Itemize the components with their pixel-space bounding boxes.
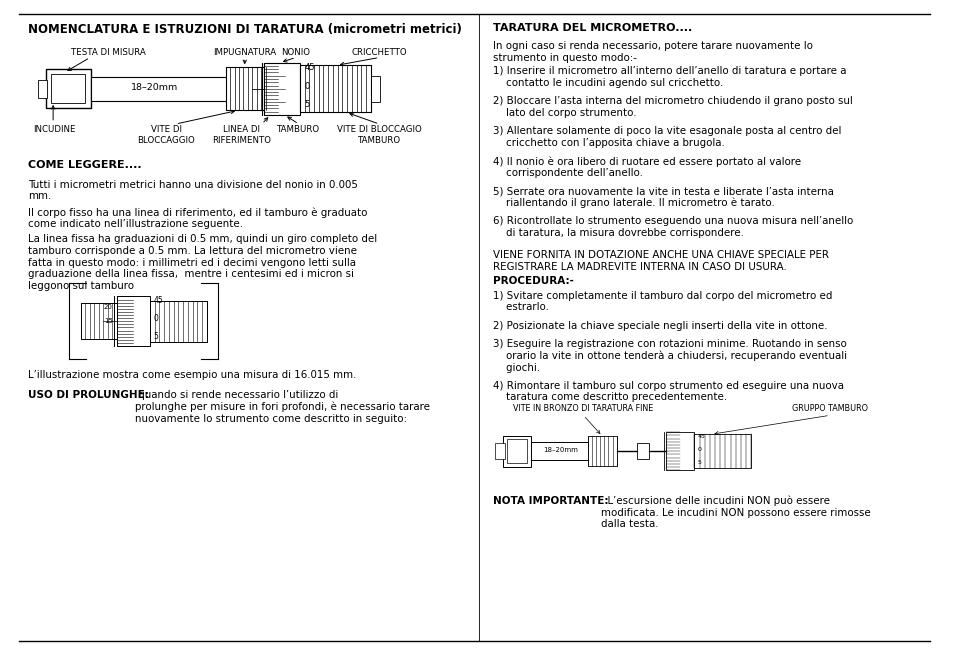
Text: TARATURA DEL MICROMETRO....: TARATURA DEL MICROMETRO.... xyxy=(493,23,692,33)
Bar xyxy=(665,432,694,470)
Text: 0: 0 xyxy=(153,314,158,323)
Bar xyxy=(46,69,91,108)
Text: 15: 15 xyxy=(104,318,112,325)
Text: TAMBURO: TAMBURO xyxy=(277,125,320,135)
Text: quando si rende necessario l’utilizzo di
prolunghe per misure in fori profondi, : quando si rende necessario l’utilizzo di… xyxy=(134,390,429,424)
Text: 5) Serrate ora nuovamente la vite in testa e liberate l’asta interna
    riallen: 5) Serrate ora nuovamente la vite in tes… xyxy=(493,186,833,208)
Bar xyxy=(495,443,504,459)
Text: NOMENCLATURA E ISTRUZIONI DI TARATURA (micrometri metrici): NOMENCLATURA E ISTRUZIONI DI TARATURA (m… xyxy=(29,23,462,36)
Bar xyxy=(637,443,648,459)
Bar xyxy=(371,76,380,102)
Text: 1) Svitare completamente il tamburo dal corpo del micrometro ed
    estrarlo.: 1) Svitare completamente il tamburo dal … xyxy=(493,291,832,312)
Text: 18–20mm: 18–20mm xyxy=(131,83,178,92)
Text: Il corpo fisso ha una linea di riferimento, ed il tamburo è graduato
come indica: Il corpo fisso ha una linea di riferimen… xyxy=(29,207,368,229)
Bar xyxy=(81,304,116,340)
Bar xyxy=(116,296,150,346)
Text: 4) Il nonio è ora libero di ruotare ed essere portato al valore
    corrisponden: 4) Il nonio è ora libero di ruotare ed e… xyxy=(493,156,801,178)
Bar xyxy=(91,77,233,101)
Text: TESTA DI MISURA: TESTA DI MISURA xyxy=(71,48,146,57)
Bar xyxy=(694,434,751,468)
Text: 45: 45 xyxy=(153,296,163,305)
Bar xyxy=(38,80,48,98)
Text: 18–20mm: 18–20mm xyxy=(542,447,578,453)
Text: 5: 5 xyxy=(304,100,310,109)
Text: 3) Allentare solamente di poco la vite esagonale posta al centro del
    cricche: 3) Allentare solamente di poco la vite e… xyxy=(493,126,841,148)
Text: NOTA IMPORTANTE:: NOTA IMPORTANTE: xyxy=(493,496,608,505)
Text: 45: 45 xyxy=(304,63,314,72)
Text: L’escursione delle incudini NON può essere
modificata. Le incudini NON possono e: L’escursione delle incudini NON può esse… xyxy=(600,496,870,530)
Text: 1) Inserire il micrometro all’interno dell’anello di taratura e portare a
    co: 1) Inserire il micrometro all’interno de… xyxy=(493,66,846,88)
Text: 2) Posizionate la chiave speciale negli inserti della vite in ottone.: 2) Posizionate la chiave speciale negli … xyxy=(493,321,827,330)
Bar xyxy=(263,63,299,115)
Bar xyxy=(502,436,531,467)
Text: L’illustrazione mostra come esempio una misura di 16.015 mm.: L’illustrazione mostra come esempio una … xyxy=(29,370,356,380)
Text: Tutti i micrometri metrici hanno una divisione del nonio in 0.005
mm.: Tutti i micrometri metrici hanno una div… xyxy=(29,180,358,201)
Bar xyxy=(588,436,616,466)
Bar xyxy=(299,65,371,112)
Text: VIENE FORNITA IN DOTAZIONE ANCHE UNA CHIAVE SPECIALE PER
REGISTRARE LA MADREVITE: VIENE FORNITA IN DOTAZIONE ANCHE UNA CHI… xyxy=(493,250,828,272)
Text: 45: 45 xyxy=(697,434,704,439)
Text: 20: 20 xyxy=(104,304,112,310)
Text: PROCEDURA:-: PROCEDURA:- xyxy=(493,276,574,286)
Text: GRUPPO TAMBURO: GRUPPO TAMBURO xyxy=(791,404,867,413)
Text: LINEA DI
RIFERIMENTO: LINEA DI RIFERIMENTO xyxy=(213,125,271,145)
Text: VITE DI
BLOCCAGGIO: VITE DI BLOCCAGGIO xyxy=(137,125,194,145)
Text: USO DI PROLUNGHE:: USO DI PROLUNGHE: xyxy=(29,390,150,400)
Bar xyxy=(506,439,527,463)
Bar xyxy=(51,74,85,103)
Text: VITE DI BLOCCAGIO
TAMBURO: VITE DI BLOCCAGIO TAMBURO xyxy=(336,125,421,145)
Text: VITE IN BRONZO DI TARATURA FINE: VITE IN BRONZO DI TARATURA FINE xyxy=(513,404,653,413)
Text: INCUDINE: INCUDINE xyxy=(33,125,75,135)
Bar xyxy=(531,442,590,460)
Text: 3) Eseguire la registrazione con rotazioni minime. Ruotando in senso
    orario : 3) Eseguire la registrazione con rotazio… xyxy=(493,339,846,373)
Text: NONIO: NONIO xyxy=(281,48,310,57)
Text: CRICCHETTO: CRICCHETTO xyxy=(352,48,407,57)
Text: 2) Bloccare l’asta interna del micrometro chiudendo il grano posto sul
    lato : 2) Bloccare l’asta interna del micrometr… xyxy=(493,96,852,118)
Text: La linea fissa ha graduazioni di 0.5 mm, quindi un giro completo del
tamburo cor: La linea fissa ha graduazioni di 0.5 mm,… xyxy=(29,234,377,291)
Text: 6) Ricontrollate lo strumento eseguendo una nuova misura nell’anello
    di tara: 6) Ricontrollate lo strumento eseguendo … xyxy=(493,216,853,238)
Text: 0: 0 xyxy=(697,447,700,452)
Bar xyxy=(150,301,207,342)
Text: IMPUGNATURA: IMPUGNATURA xyxy=(213,48,276,57)
Text: In ogni caso si renda necessario, potere tarare nuovamente lo
strumento in quest: In ogni caso si renda necessario, potere… xyxy=(493,41,812,63)
Text: 5: 5 xyxy=(697,460,700,465)
Text: 4) Rimontare il tamburo sul corpo strumento ed eseguire una nuova
    taratura c: 4) Rimontare il tamburo sul corpo strume… xyxy=(493,381,843,402)
Bar xyxy=(226,67,265,110)
Text: 0: 0 xyxy=(304,82,310,91)
Text: 5: 5 xyxy=(153,332,158,342)
Text: COME LEGGERE....: COME LEGGERE.... xyxy=(29,160,142,170)
